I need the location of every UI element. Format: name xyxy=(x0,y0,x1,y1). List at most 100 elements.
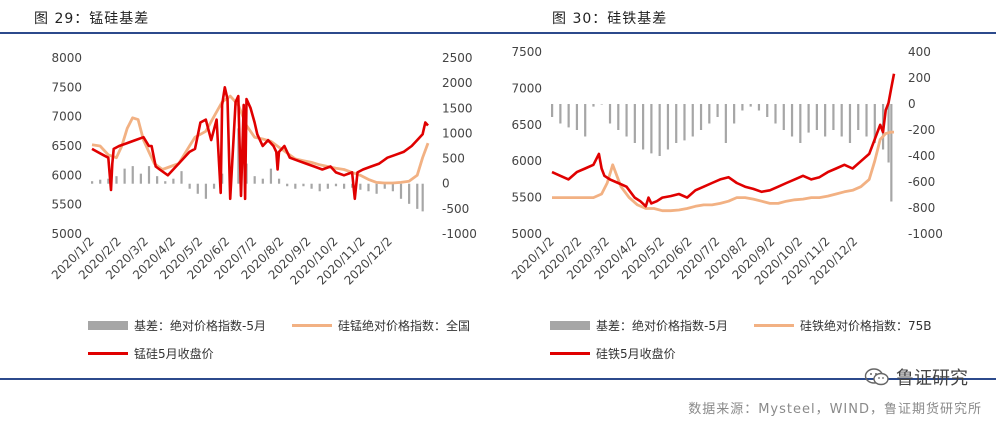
basis-bar xyxy=(840,104,843,137)
y-left-tick-label: 6500 xyxy=(51,139,82,153)
basis-bar xyxy=(359,183,362,190)
basis-bar xyxy=(551,104,554,117)
basis-bar xyxy=(343,183,346,189)
basis-bar xyxy=(824,104,827,137)
right-legend-basis: 基差：绝对价格指数-5月 xyxy=(550,317,728,334)
basis-bar xyxy=(253,176,256,184)
index-line-swatch xyxy=(753,324,794,327)
basis-bar xyxy=(633,104,636,143)
basis-bar xyxy=(865,104,868,137)
basis-bar xyxy=(691,104,694,137)
right-legend-row2: 硅铁5月收盘价 xyxy=(550,345,676,362)
wechat-icon xyxy=(864,368,889,386)
right-legend-close-label: 硅铁5月收盘价 xyxy=(596,347,676,361)
y-left-tick-label: 8000 xyxy=(51,51,82,65)
basis-bar xyxy=(188,183,191,189)
basis-bar xyxy=(741,104,744,111)
basis-bar xyxy=(391,183,394,192)
y-right-tick-label: 500 xyxy=(442,152,465,166)
left-chart: 5000 5500 6000 6500 7000 7500 8000 -1000 -500 0 50… xyxy=(49,51,477,288)
right-legend-close: 硅铁5月收盘价 xyxy=(550,345,676,362)
basis-bar xyxy=(416,183,419,209)
y-left-tick-label: 5500 xyxy=(51,198,82,212)
bottom-rule xyxy=(0,378,996,380)
basis-bar xyxy=(237,128,240,184)
basis-bar xyxy=(318,183,321,192)
basis-bar xyxy=(699,104,703,130)
basis-bar xyxy=(733,104,736,124)
basis-bar xyxy=(790,104,794,137)
basis-bar xyxy=(575,104,579,130)
basis-bar xyxy=(261,178,264,184)
basis-bar xyxy=(310,183,313,189)
y-right-tick-label: 1000 xyxy=(442,126,473,140)
basis-bar xyxy=(334,183,338,187)
y-left-tick-label: 7500 xyxy=(511,45,542,59)
y-left-tick-label: 5000 xyxy=(511,227,542,241)
basis-bar xyxy=(277,178,281,184)
y-left-tick-label: 7000 xyxy=(511,81,542,95)
index-line-swatch xyxy=(291,324,332,327)
y-right-tick-label: -800 xyxy=(908,201,935,215)
basis-bar xyxy=(559,104,562,124)
basis-bar xyxy=(567,104,570,128)
basis-bar xyxy=(408,183,411,204)
y-right-tick-label: -600 xyxy=(908,175,935,189)
y-left-tick-label: 6000 xyxy=(51,168,82,182)
basis-bar xyxy=(848,104,852,143)
y-right-tick-label: -1000 xyxy=(442,227,477,241)
top-rule xyxy=(0,32,996,34)
y-right-tick-label: 1500 xyxy=(442,101,473,115)
close-line-swatch xyxy=(550,352,590,355)
basis-bar xyxy=(302,183,305,187)
y-right-tick-label: -1000 xyxy=(908,227,943,241)
basis-bar xyxy=(675,104,678,143)
y-right-tick-label: -500 xyxy=(442,202,469,216)
basis-bar xyxy=(757,104,761,111)
basis-bar xyxy=(658,104,661,156)
y-left-tick-label: 7500 xyxy=(51,80,82,94)
close-price-line xyxy=(91,85,429,201)
basis-bar xyxy=(873,104,876,143)
basis-bar xyxy=(383,183,386,189)
bar-swatch xyxy=(550,321,590,330)
y-right-tick-label: 0 xyxy=(442,177,450,191)
y-left-tick-label: 7000 xyxy=(51,110,82,124)
left-legend-close-label: 锰硅5月收盘价 xyxy=(134,347,214,361)
y-right-tick-label: -200 xyxy=(908,123,935,137)
basis-bar xyxy=(164,181,167,184)
right-chart-title: 图 30：硅铁基差 xyxy=(552,11,668,27)
basis-bar xyxy=(782,104,785,130)
right-legend: 基差：绝对价格指数-5月 硅铁绝对价格指数：75B xyxy=(550,317,931,334)
left-legend-basis-label: 基差：绝对价格指数-5月 xyxy=(134,319,266,333)
basis-bar xyxy=(399,183,403,199)
basis-bar xyxy=(204,183,208,199)
basis-bar xyxy=(774,104,777,124)
y-left-tick-label: 5500 xyxy=(511,191,542,205)
basis-bar xyxy=(749,104,752,107)
y-right-tick-label: 2500 xyxy=(442,51,473,65)
basis-bar xyxy=(212,183,216,189)
left-legend-index-label: 硅锰绝对价格指数：全国 xyxy=(337,319,470,333)
basis-bar xyxy=(666,104,670,150)
basis-bar xyxy=(172,178,175,184)
basis-bar xyxy=(600,104,603,105)
basis-bar xyxy=(857,104,860,130)
right-chart: 5000 5500 6000 6500 7000 7500 -1000 -800 -600 -40… xyxy=(509,45,943,288)
basis-bar xyxy=(269,168,273,184)
basis-bar xyxy=(421,183,424,212)
y-right-tick-label: 200 xyxy=(908,71,931,85)
basis-bar xyxy=(708,104,711,124)
y-left-tick-label: 6500 xyxy=(511,118,542,132)
left-legend-index: 硅锰绝对价格指数：全国 xyxy=(291,317,470,334)
basis-bar xyxy=(375,183,378,194)
basis-bar xyxy=(683,104,686,141)
basis-bar xyxy=(799,104,802,143)
basis-bar xyxy=(91,181,94,184)
basis-bar xyxy=(716,104,719,117)
y-right-tick-label: -400 xyxy=(908,149,935,163)
basis-bar xyxy=(642,104,645,150)
basis-bar xyxy=(766,104,769,117)
left-legend-close: 锰硅5月收盘价 xyxy=(88,345,214,362)
y-right-tick-label: 0 xyxy=(908,97,916,111)
